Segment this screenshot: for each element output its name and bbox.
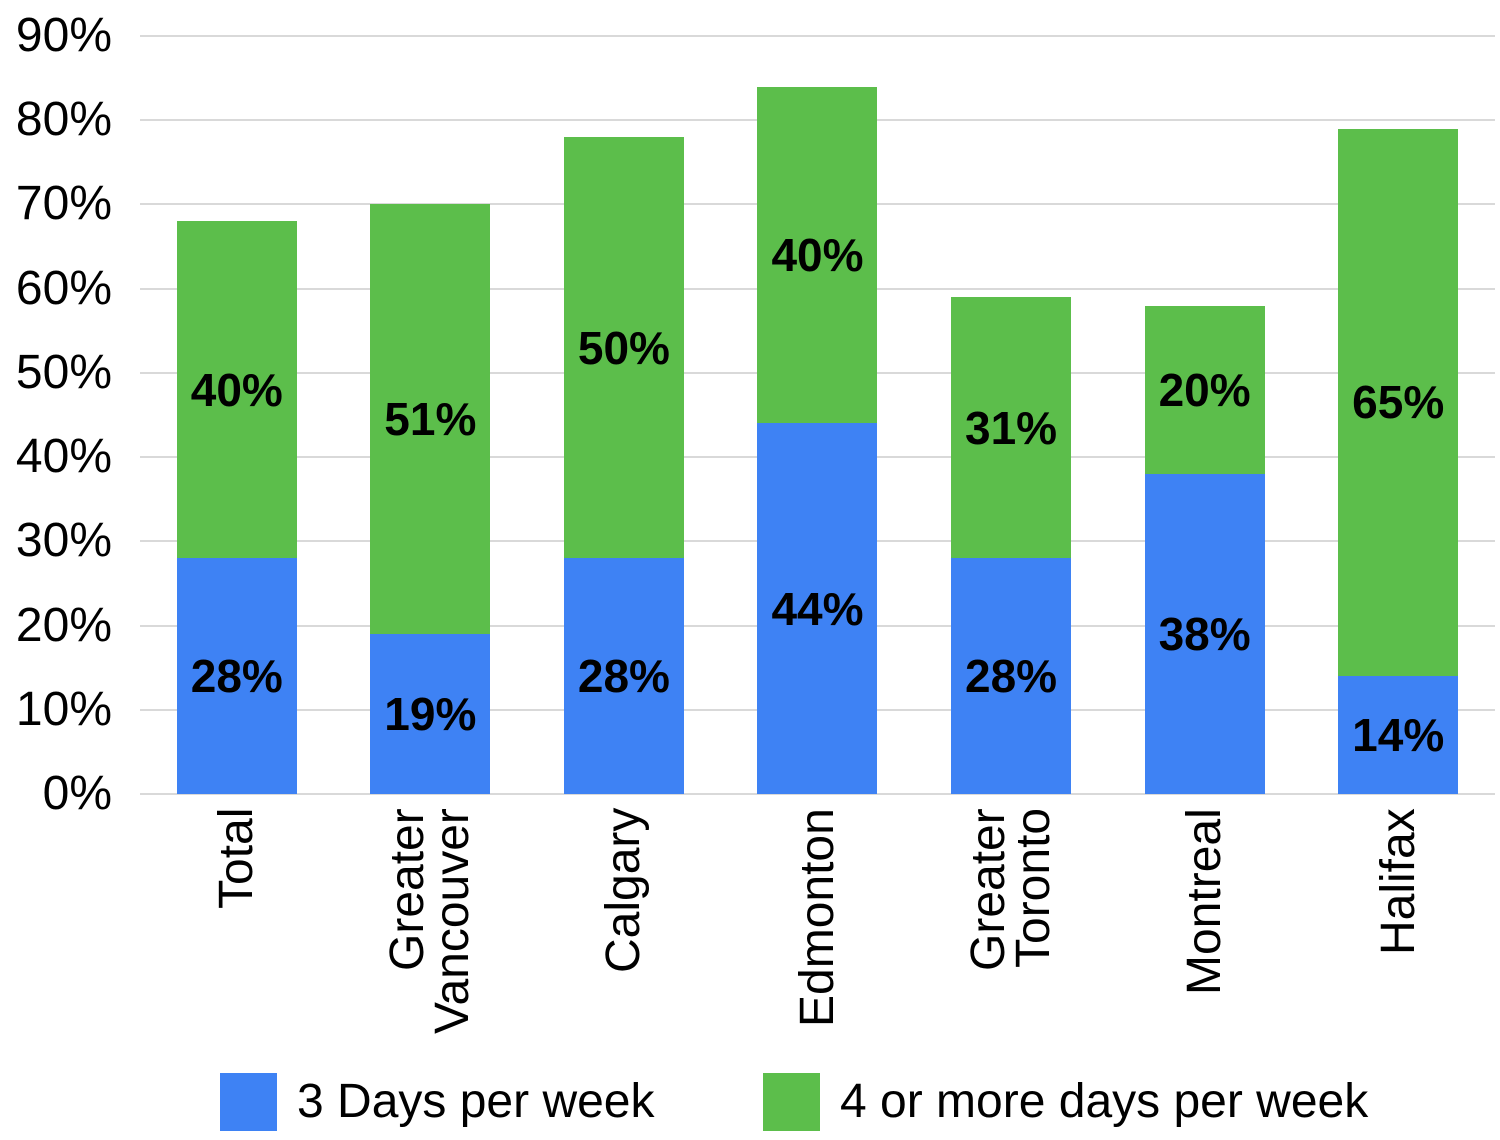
gridline-90% [140,35,1495,37]
y-tick-label-10%: 10% [15,682,112,736]
x-label-cell-halifax: Halifax [1301,808,1495,1058]
data-label-calgary-series-1: 50% [577,321,670,374]
bar-segment-total-series-1: 40% [176,221,297,559]
x-category-label-greater-toronto: Greater Toronto [962,808,1061,971]
x-label-cell-greater-vancouver: Greater Vancouver [334,808,528,1058]
data-label-greater-vancouver-series-0: 19% [384,687,477,740]
bar-stack-calgary: 28% 50% [563,137,684,794]
bar-segment-edmonton-series-1: 40% [757,86,878,424]
x-label-cell-edmonton: Edmonton [721,808,915,1058]
data-label-halifax-series-0: 14% [1352,709,1445,762]
x-category-label-edmonton: Edmonton [790,808,844,1027]
data-label-halifax-series-1: 65% [1352,376,1445,429]
gridline-0% [140,793,1495,795]
bar-stack-halifax: 14% 65% [1338,128,1459,794]
y-tick-label-30%: 30% [15,514,112,568]
bar-segment-montreal-series-1: 20% [1144,305,1265,474]
bar-segment-total-series-0: 28% [176,558,297,794]
bar-calgary: 28% 50% [527,36,721,794]
x-label-cell-greater-toronto: Greater Toronto [914,808,1108,1058]
y-tick-label-40%: 40% [15,430,112,484]
bar-stack-edmonton: 44% 40% [757,86,878,794]
bar-greater-vancouver: 19% 51% [334,36,528,794]
x-category-label-calgary: Calgary [597,808,651,974]
bar-segment-greater-toronto-series-0: 28% [951,558,1072,794]
bar-stack-montreal: 38% 20% [1144,305,1265,794]
bar-montreal: 38% 20% [1108,36,1302,794]
y-tick-label-20%: 20% [15,598,112,652]
data-label-total-series-1: 40% [190,363,283,416]
bar-segment-halifax-series-1: 65% [1338,128,1459,677]
data-label-total-series-0: 28% [190,650,283,703]
bar-greater-toronto: 28% 31% [914,36,1108,794]
plot-area: 28% 40% 19% 51% 28% 50% 44% 40% 28% 31% 38% 20% 14% 6… [140,35,1495,795]
y-tick-label-60%: 60% [15,261,112,315]
legend-swatch-blue [220,1073,277,1131]
bar-stack-greater-toronto: 28% 31% [951,297,1072,794]
y-tick-label-70%: 70% [15,177,112,231]
data-label-greater-vancouver-series-1: 51% [384,393,477,446]
bar-total: 28% 40% [140,36,334,794]
bar-segment-greater-toronto-series-1: 31% [951,297,1072,559]
bar-segment-edmonton-series-0: 44% [757,423,878,794]
bar-segment-halifax-series-0: 14% [1338,676,1459,794]
legend-item-3-days-per-week: 3 Days per week [220,1073,655,1131]
data-label-montreal-series-1: 20% [1158,363,1251,416]
data-label-edmonton-series-0: 44% [771,582,864,635]
bar-segment-calgary-series-1: 50% [563,137,684,559]
bar-segment-calgary-series-0: 28% [563,558,684,794]
bar-stack-greater-vancouver: 19% 51% [370,204,491,794]
bar-stack-total: 28% 40% [176,221,297,794]
legend-label-4-or-more-days-per-week: 4 or more days per week [840,1075,1369,1128]
x-label-cell-total: Total [140,808,334,1058]
legend-swatch-green [763,1073,820,1131]
x-category-label-greater-vancouver: Greater Vancouver [381,808,480,1034]
x-label-cell-montreal: Montreal [1108,808,1302,1058]
legend-item-4-or-more-days-per-week: 4 or more days per week [763,1073,1368,1131]
y-tick-label-90%: 90% [15,9,112,62]
y-tick-label-80%: 80% [15,93,112,147]
bar-edmonton: 44% 40% [721,36,915,794]
x-category-label-halifax: Halifax [1371,808,1425,955]
x-category-label-montreal: Montreal [1178,808,1232,995]
y-tick-label-0%: 0% [42,767,112,820]
data-label-calgary-series-0: 28% [577,650,670,703]
data-label-edmonton-series-1: 40% [771,229,864,281]
y-tick-label-50%: 50% [15,345,112,399]
x-label-cell-calgary: Calgary [527,808,721,1058]
x-category-label-total: Total [210,808,264,910]
bar-segment-montreal-series-0: 38% [1144,473,1265,794]
bar-halifax: 14% 65% [1301,36,1495,794]
legend-label-3-days-per-week: 3 Days per week [297,1075,655,1128]
bar-segment-greater-vancouver-series-0: 19% [370,633,491,794]
data-label-greater-toronto-series-0: 28% [965,650,1058,703]
x-axis-labels: Total Greater Vancouver Calgary Edmonton Gre… [140,808,1495,1058]
data-label-greater-toronto-series-1: 31% [965,401,1058,454]
data-label-montreal-series-0: 38% [1158,607,1251,660]
bar-segment-greater-vancouver-series-1: 51% [370,204,491,634]
